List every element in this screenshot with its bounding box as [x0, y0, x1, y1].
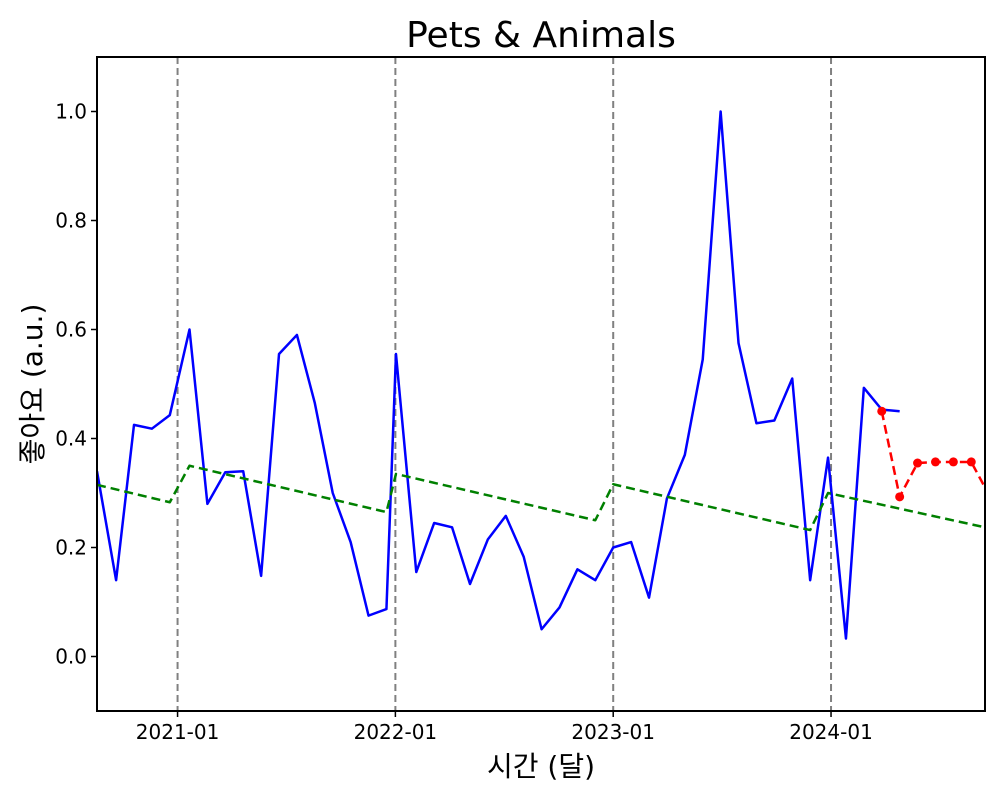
y-tick-label: 0.2 [55, 536, 87, 560]
plot-area: 0.0 0.2 0.4 0.6 0.8 1.0 2021-01 2022-01 2023-01 2… [55, 56, 986, 744]
x-tick-label: 2021-01 [136, 720, 220, 744]
x-tick-label: 2023-01 [571, 720, 655, 744]
y-tick-label: 0.4 [55, 427, 87, 451]
data-point-marker [877, 406, 887, 416]
y-axis-label: 좋아요 (a.u.) [16, 304, 49, 465]
y-tick-label: 1.0 [55, 100, 87, 124]
series-group [97, 110, 985, 640]
series-line-solid [97, 110, 900, 640]
plot-frame [96, 56, 986, 712]
y-tick-label: 0.8 [55, 209, 87, 233]
x-tick-label: 2024-01 [789, 720, 873, 744]
data-point-marker [948, 457, 958, 467]
chart-title: Pets & Animals [406, 15, 676, 56]
x-tick-label: 2022-01 [354, 720, 438, 744]
data-point-marker [913, 458, 923, 468]
data-point-marker [966, 457, 976, 467]
x-axis-label: 시간 (달) [487, 750, 595, 783]
data-point-marker [930, 457, 940, 467]
y-tick-label: 0.0 [55, 645, 87, 669]
y-tick-label: 0.6 [55, 318, 87, 342]
data-point-marker [895, 492, 905, 502]
